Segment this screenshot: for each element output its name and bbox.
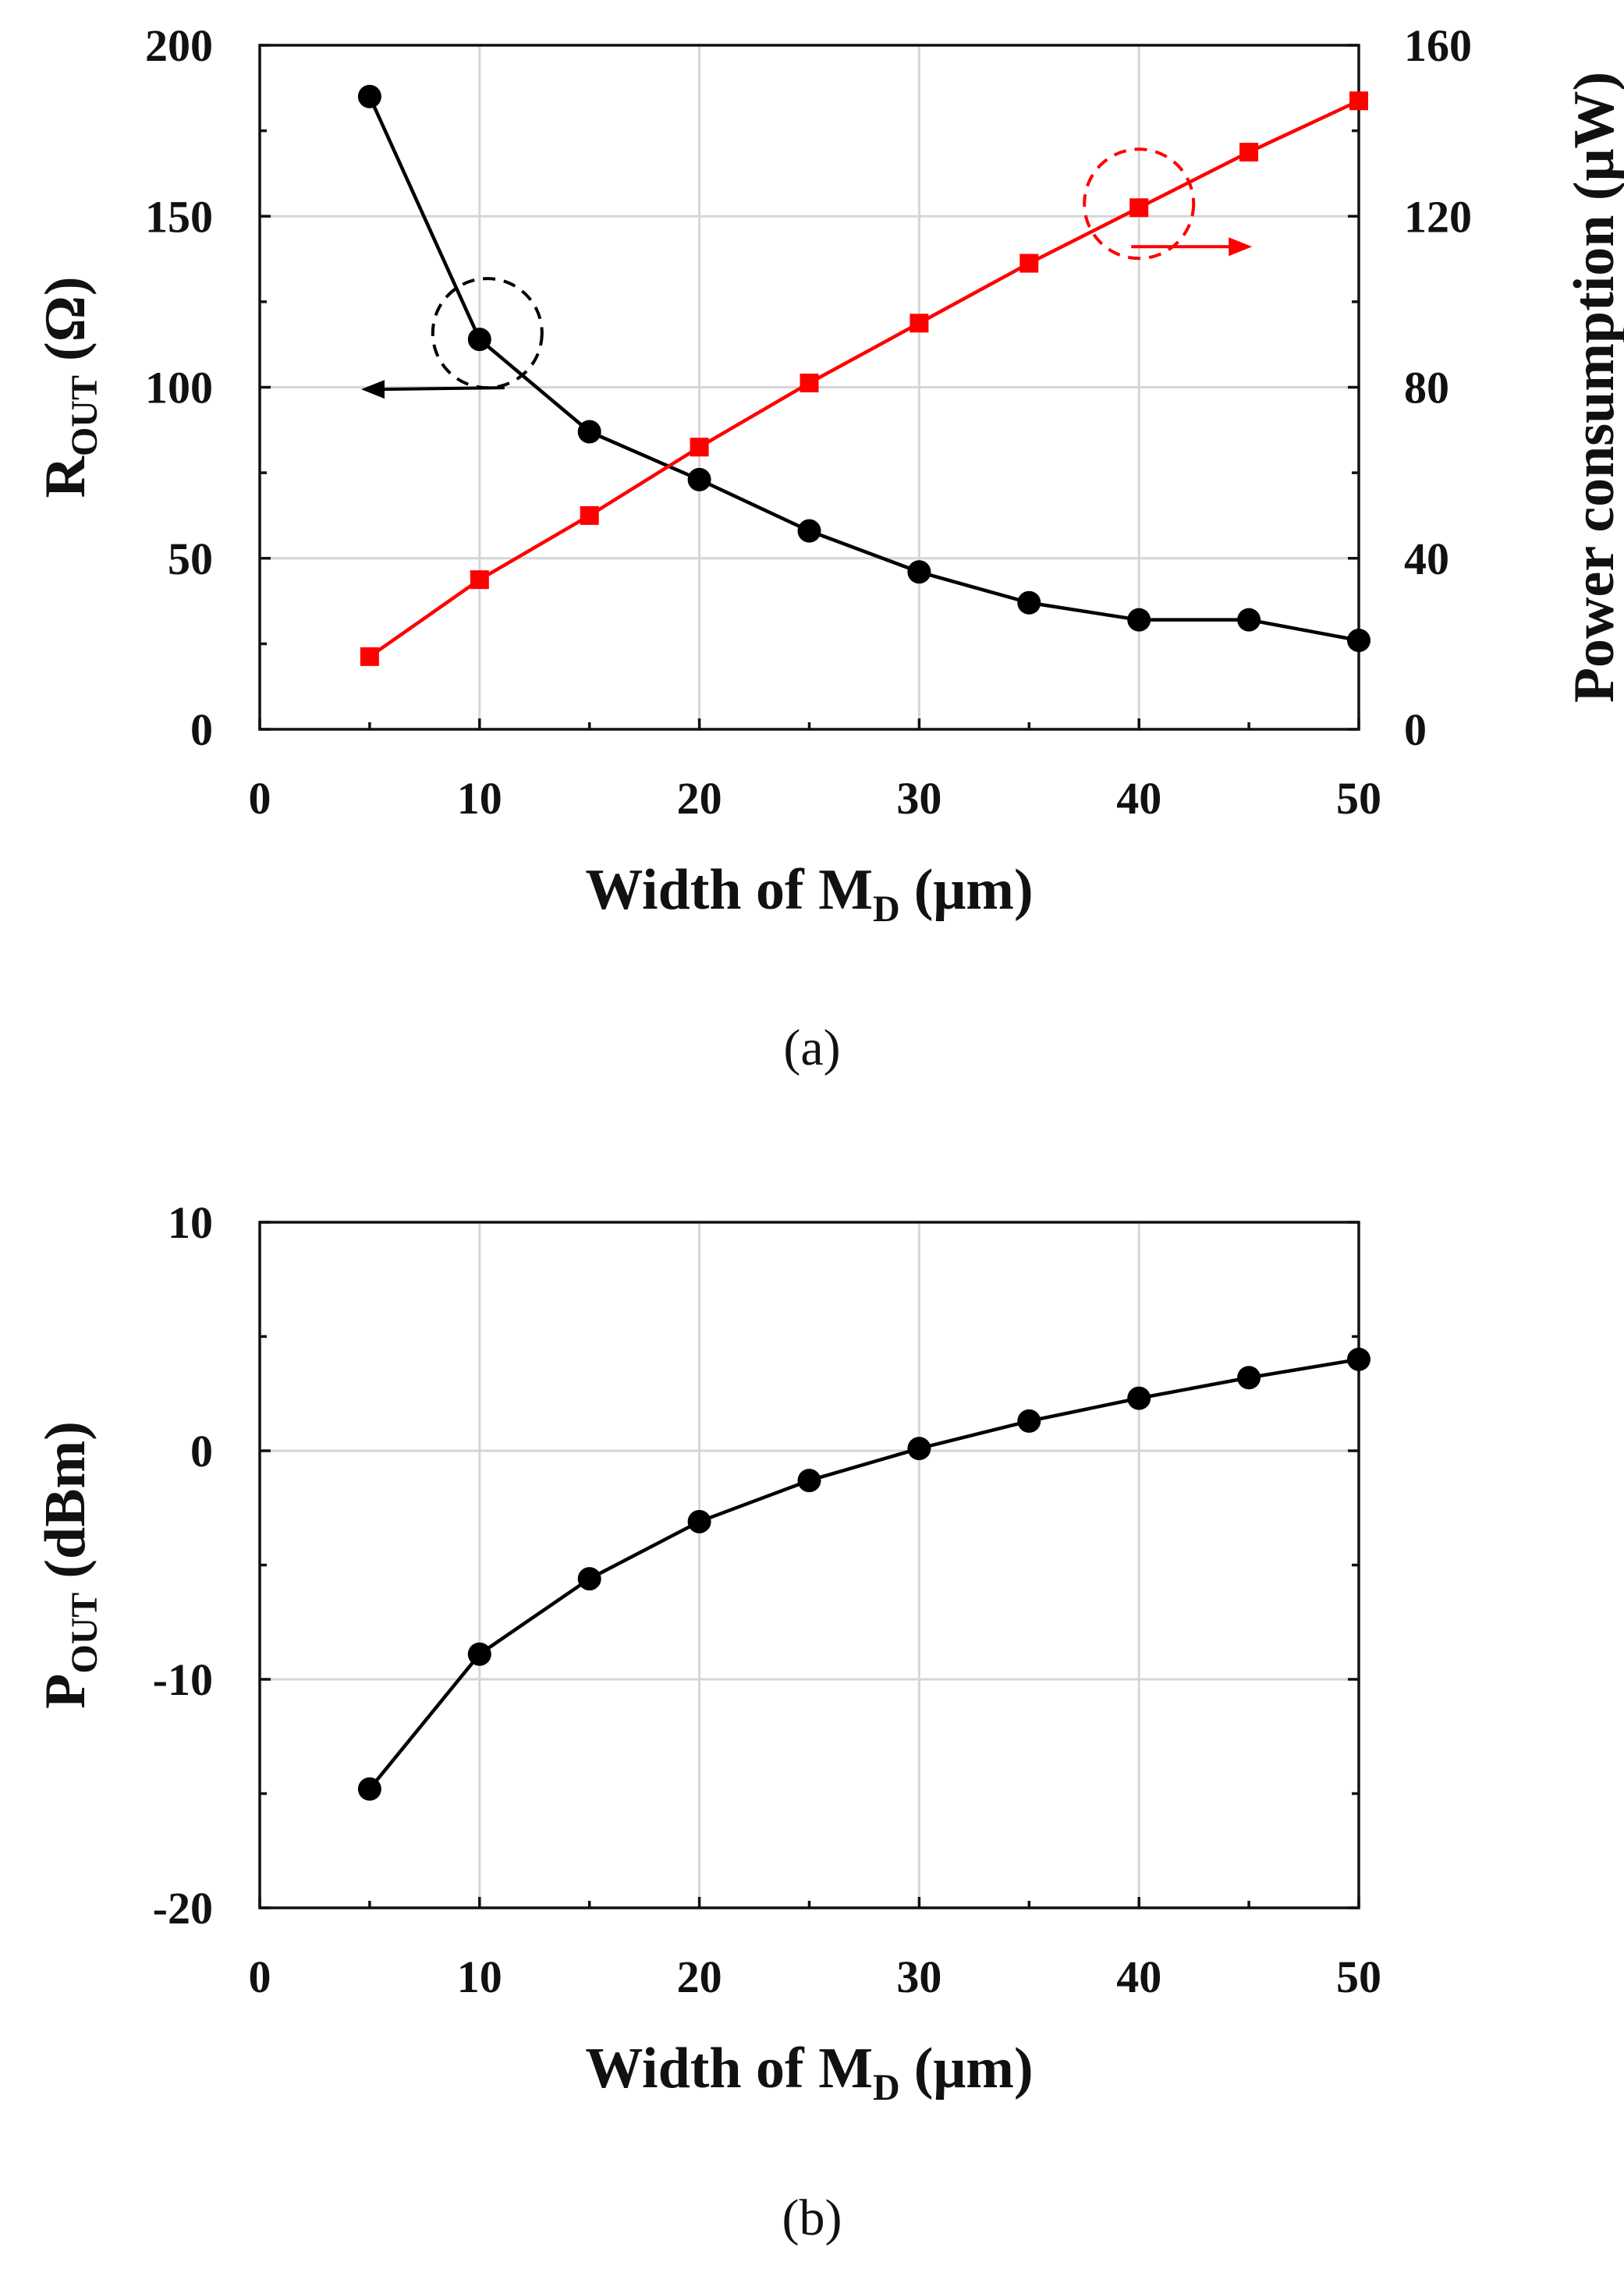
x-axis-title-main: Width of M <box>585 2037 873 2101</box>
x-axis-title-unit: (μm) <box>914 2037 1034 2101</box>
series-line-power-consumption <box>368 99 1360 658</box>
data-point <box>1239 143 1259 162</box>
data-point <box>467 328 491 352</box>
caption-a: (a) <box>783 1019 840 1076</box>
x-tick-label: 30 <box>896 773 941 824</box>
plot-frame <box>258 1221 1360 1909</box>
y-axis-title: POUT (dBm) <box>34 1421 105 1709</box>
y-tick-label: 10 <box>168 1197 213 1248</box>
data-point <box>1017 590 1041 615</box>
y-tick-label: 100 <box>145 363 213 413</box>
data-point <box>1017 1409 1041 1433</box>
y-axis-title-sub: OUT <box>64 375 105 456</box>
x-tick-label: 10 <box>457 1952 502 2002</box>
x-tick-label: 50 <box>1336 773 1381 824</box>
x-tick-label: 0 <box>249 1952 271 2002</box>
data-point <box>1129 198 1149 218</box>
data-point <box>690 438 709 457</box>
x-axis-title-sub: D <box>873 888 900 930</box>
x-tick-label: 40 <box>1116 773 1161 824</box>
data-point <box>577 1567 601 1591</box>
x-tick-label: 0 <box>249 773 271 824</box>
data-point <box>360 647 379 666</box>
data-point <box>907 1437 931 1461</box>
caption-b: (b) <box>782 2189 842 2246</box>
data-point <box>800 374 819 393</box>
data-point <box>687 467 711 491</box>
x-tick-label: 30 <box>896 1952 941 2002</box>
data-point <box>1347 628 1370 652</box>
data-point <box>797 1469 821 1493</box>
x-axis-title-main: Width of M <box>585 858 873 922</box>
data-point <box>1237 608 1261 632</box>
data-point <box>907 560 931 584</box>
y-right-tick-label: 40 <box>1404 534 1449 584</box>
y-axis-title-unit: (Ω) <box>34 276 98 361</box>
y-tick-label: 200 <box>145 20 213 71</box>
y-right-tick-label: 0 <box>1404 704 1427 755</box>
annotation-arrow-head <box>1229 237 1253 257</box>
x-tick-label: 20 <box>677 1952 722 2002</box>
y-right-tick-label: 120 <box>1404 191 1472 242</box>
y-axis-title: ROUT (Ω) <box>34 276 105 498</box>
data-point <box>470 570 489 590</box>
data-point <box>1127 1386 1151 1410</box>
data-point <box>687 1509 711 1533</box>
y-axis-title-sub: OUT <box>64 1593 105 1674</box>
data-point <box>797 519 821 543</box>
y-tick-label: 0 <box>190 1426 213 1477</box>
annotation-arrow-head <box>361 380 385 399</box>
y-axis-title-main: P <box>34 1674 98 1709</box>
data-point <box>1237 1366 1261 1390</box>
x-axis-title: Width of MD (μm) <box>585 858 1033 930</box>
chart-panel-a: 0 10 20 30 40 50 0 50 100 150 200 0 40 80 120 160 Width … <box>34 20 1624 930</box>
x-tick-label: 10 <box>457 773 502 824</box>
y-axis-title-unit: (dBm) <box>34 1421 98 1578</box>
y-tick-label: 50 <box>168 534 213 584</box>
data-point <box>357 84 381 108</box>
series-line-r-out <box>367 95 1360 643</box>
y-tick-label: -20 <box>153 1883 213 1934</box>
data-point <box>467 1642 491 1666</box>
data-point <box>577 420 601 444</box>
data-point <box>910 314 929 333</box>
chart-panel-b: 0 10 20 30 40 50 -20 -10 0 10 Width of MD (μm) POUT (… <box>34 1197 1381 2108</box>
y-tick-label: 150 <box>145 191 213 242</box>
data-point <box>1127 608 1151 632</box>
y-right-tick-label: 80 <box>1404 363 1449 413</box>
series-line-p-out <box>368 1357 1360 1791</box>
x-tick-label: 20 <box>677 773 722 824</box>
x-axis-title-sub: D <box>873 2067 900 2108</box>
data-point <box>357 1777 381 1801</box>
data-point <box>1019 253 1039 273</box>
data-point <box>1349 91 1368 111</box>
data-point <box>580 505 599 525</box>
annotation-arrow-line <box>378 386 505 392</box>
x-tick-label: 50 <box>1336 1952 1381 2002</box>
x-axis-title-unit: (μm) <box>914 858 1034 922</box>
x-axis-title: Width of MD (μm) <box>585 2037 1033 2108</box>
y-right-tick-label: 160 <box>1404 20 1472 71</box>
y-right-axis-title: Power consumption (μW) <box>1562 72 1624 703</box>
y-tick-label: 0 <box>190 704 213 755</box>
y-tick-label: -10 <box>153 1654 213 1705</box>
data-point <box>1347 1347 1370 1371</box>
annotation-dashed-circle <box>1083 147 1196 261</box>
x-tick-label: 40 <box>1116 1952 1161 2002</box>
y-axis-title-main: R <box>34 456 98 498</box>
